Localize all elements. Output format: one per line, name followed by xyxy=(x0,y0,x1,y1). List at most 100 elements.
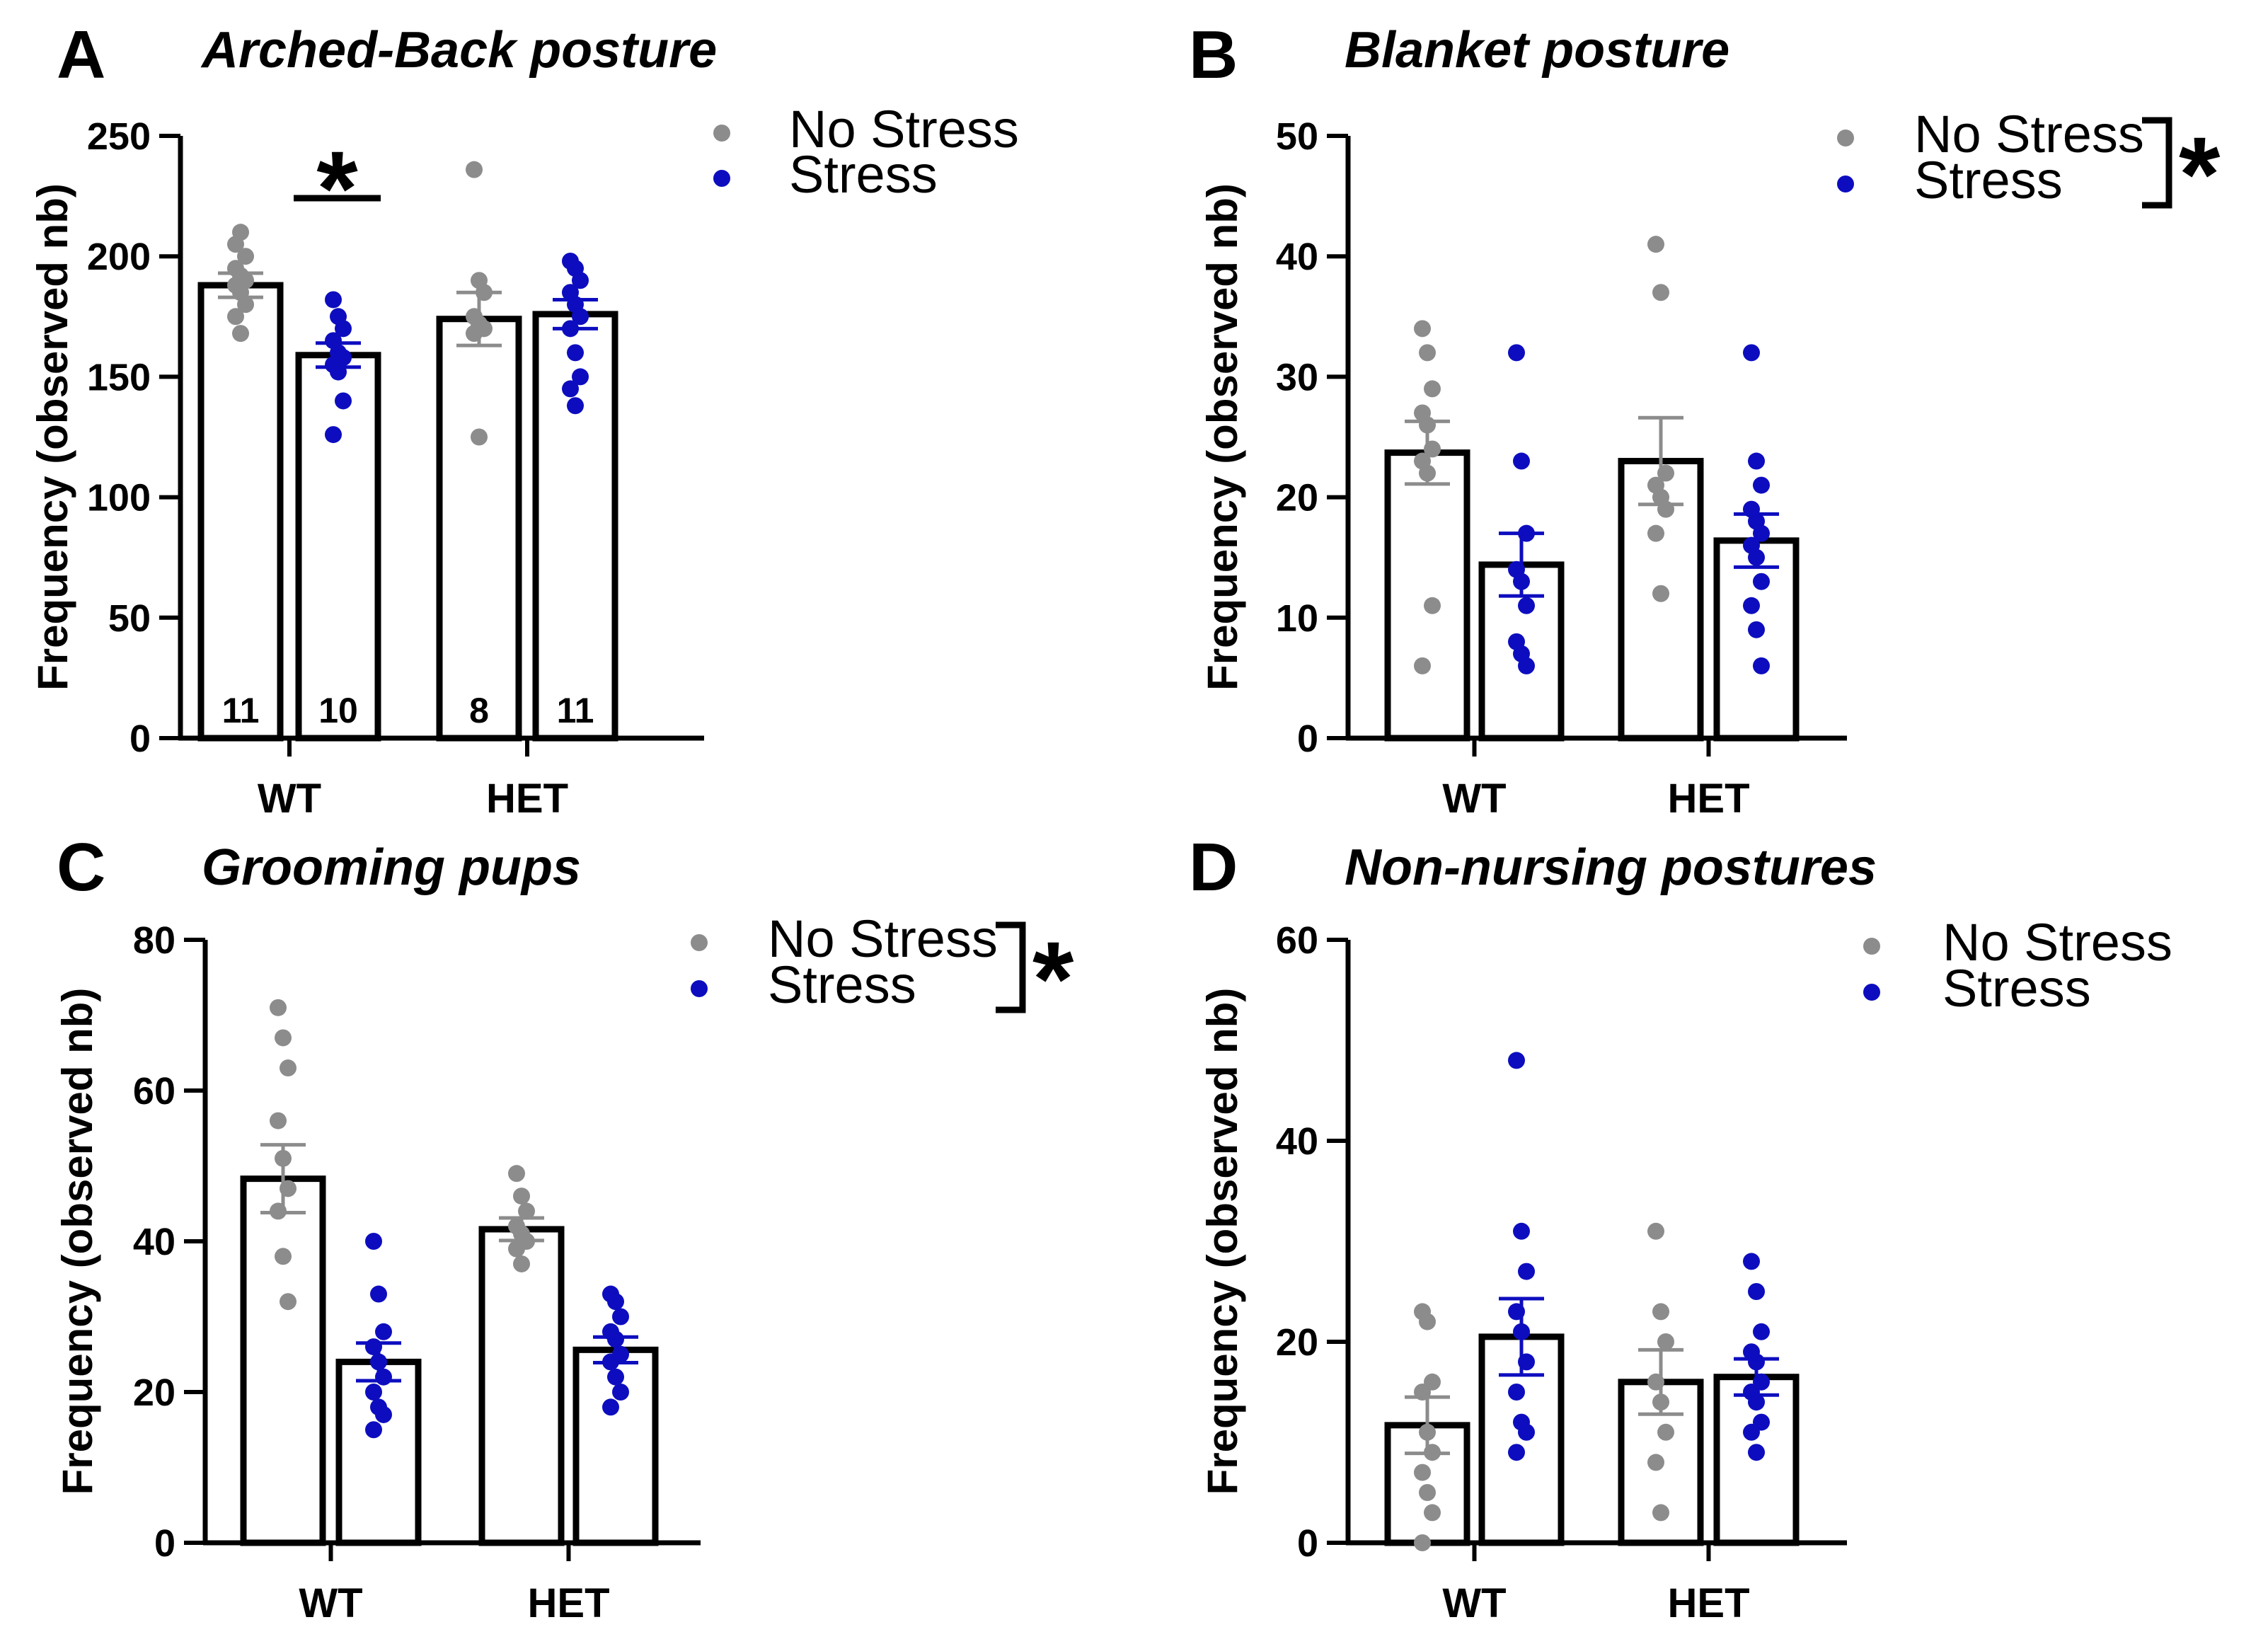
data-point xyxy=(513,1188,530,1205)
data-point xyxy=(1424,1504,1441,1522)
x-tick-label: WT xyxy=(1442,776,1506,822)
bar xyxy=(240,1175,326,1546)
panel-letter: D xyxy=(1189,829,1238,905)
legend-marker-stress xyxy=(1863,984,1880,1001)
y-tick-label: 250 xyxy=(87,115,151,158)
data-point xyxy=(1518,1423,1535,1441)
bar xyxy=(532,311,618,742)
x-tick-label: WT xyxy=(1442,1580,1506,1626)
data-point xyxy=(602,1398,619,1416)
y-tick-label: 0 xyxy=(1297,718,1318,760)
panel-title: Arched-Back posture xyxy=(200,22,717,79)
y-tick-label: 20 xyxy=(133,1372,175,1414)
data-point xyxy=(1743,344,1760,362)
data-point xyxy=(1748,1444,1765,1461)
data-point xyxy=(232,325,249,343)
data-point xyxy=(1743,1423,1760,1441)
legend-marker-no-stress xyxy=(691,934,708,951)
data-point xyxy=(607,1368,624,1386)
chart-panel-a: A Arched-Back posture Frequency (observed … xyxy=(29,17,1019,822)
n-label: 11 xyxy=(222,691,260,730)
y-axis-label: Frequency (observed nb) xyxy=(54,988,101,1495)
y-tick-label: 60 xyxy=(133,1070,175,1113)
legend-label-no-stress: No Stress xyxy=(789,100,1019,159)
data-point xyxy=(375,1323,392,1340)
legend-marker-stress xyxy=(713,170,730,187)
data-point xyxy=(572,272,589,289)
data-point xyxy=(227,308,244,326)
data-point xyxy=(508,1165,525,1183)
data-point xyxy=(612,1384,629,1401)
data-point xyxy=(572,368,589,386)
data-point xyxy=(1508,1052,1525,1069)
data-point xyxy=(1748,1283,1765,1300)
data-point xyxy=(325,426,342,444)
y-tick-label: 40 xyxy=(1276,1120,1318,1163)
bar xyxy=(1384,449,1470,742)
legend-marker-stress xyxy=(691,980,708,997)
legend-label-no-stress: No Stress xyxy=(1942,913,2172,972)
x-tick-label: WT xyxy=(299,1580,362,1626)
data-point xyxy=(275,1248,292,1265)
legend-marker-no-stress xyxy=(1863,938,1880,955)
data-point xyxy=(1424,380,1441,398)
data-point xyxy=(1743,597,1760,614)
y-tick-label: 100 xyxy=(87,477,151,519)
data-point xyxy=(1419,1313,1436,1330)
significance-star: * xyxy=(316,129,358,248)
data-point xyxy=(1414,320,1431,338)
data-point xyxy=(237,296,254,314)
y-axis-label: Frequency (observed nb) xyxy=(29,183,76,691)
y-tick-label: 200 xyxy=(87,236,151,278)
bar xyxy=(295,352,381,742)
data-point xyxy=(1652,1303,1669,1321)
data-point xyxy=(1652,284,1669,301)
legend-marker-no-stress xyxy=(1837,130,1854,146)
data-point xyxy=(365,1384,382,1401)
legend-marker-no-stress xyxy=(713,125,730,142)
data-point xyxy=(365,1421,382,1439)
panel-title: Blanket posture xyxy=(1345,22,1729,79)
data-point xyxy=(562,380,579,398)
data-point xyxy=(1419,344,1436,362)
legend-label-stress: Stress xyxy=(1942,959,2091,1018)
data-point xyxy=(518,1202,535,1220)
bar xyxy=(478,1226,565,1546)
data-point xyxy=(1508,344,1525,362)
y-tick-label: 40 xyxy=(1276,236,1318,278)
data-point xyxy=(1414,657,1431,674)
significance-star: * xyxy=(1032,919,1074,1038)
chart-panel-b: B Blanket posture Frequency (observed nb) 0… xyxy=(1189,17,2221,822)
y-axis-label: Frequency (observed nb) xyxy=(1199,988,1246,1495)
bar xyxy=(1713,537,1800,742)
data-point xyxy=(280,1059,297,1077)
legend-label-stress: Stress xyxy=(768,955,916,1014)
data-point xyxy=(513,1255,530,1272)
legend-label-no-stress: No Stress xyxy=(768,909,998,968)
x-tick-label: HET xyxy=(1668,776,1750,822)
data-point xyxy=(370,1285,387,1303)
x-tick-label: HET xyxy=(1668,1580,1750,1626)
data-point xyxy=(232,224,249,241)
data-point xyxy=(1647,1454,1664,1471)
data-point xyxy=(1647,524,1664,542)
x-tick-label: HET xyxy=(528,1580,610,1626)
data-point xyxy=(1419,1484,1436,1501)
data-point xyxy=(1753,573,1770,590)
data-point xyxy=(471,428,488,446)
data-point xyxy=(1518,1263,1535,1280)
data-point xyxy=(1657,1333,1674,1350)
data-point xyxy=(508,1240,525,1258)
data-point xyxy=(1508,1384,1525,1401)
y-axis-label: Frequency (observed nb) xyxy=(1199,183,1246,691)
data-point xyxy=(1753,476,1770,494)
y-tick-label: 20 xyxy=(1276,477,1318,519)
data-point xyxy=(567,344,584,362)
data-point xyxy=(1748,621,1765,638)
panel-letter: C xyxy=(57,829,105,905)
data-point xyxy=(275,1029,292,1047)
data-point xyxy=(1414,1534,1431,1551)
data-point xyxy=(237,248,254,265)
panel-title: Non-nursing postures xyxy=(1345,839,1877,896)
